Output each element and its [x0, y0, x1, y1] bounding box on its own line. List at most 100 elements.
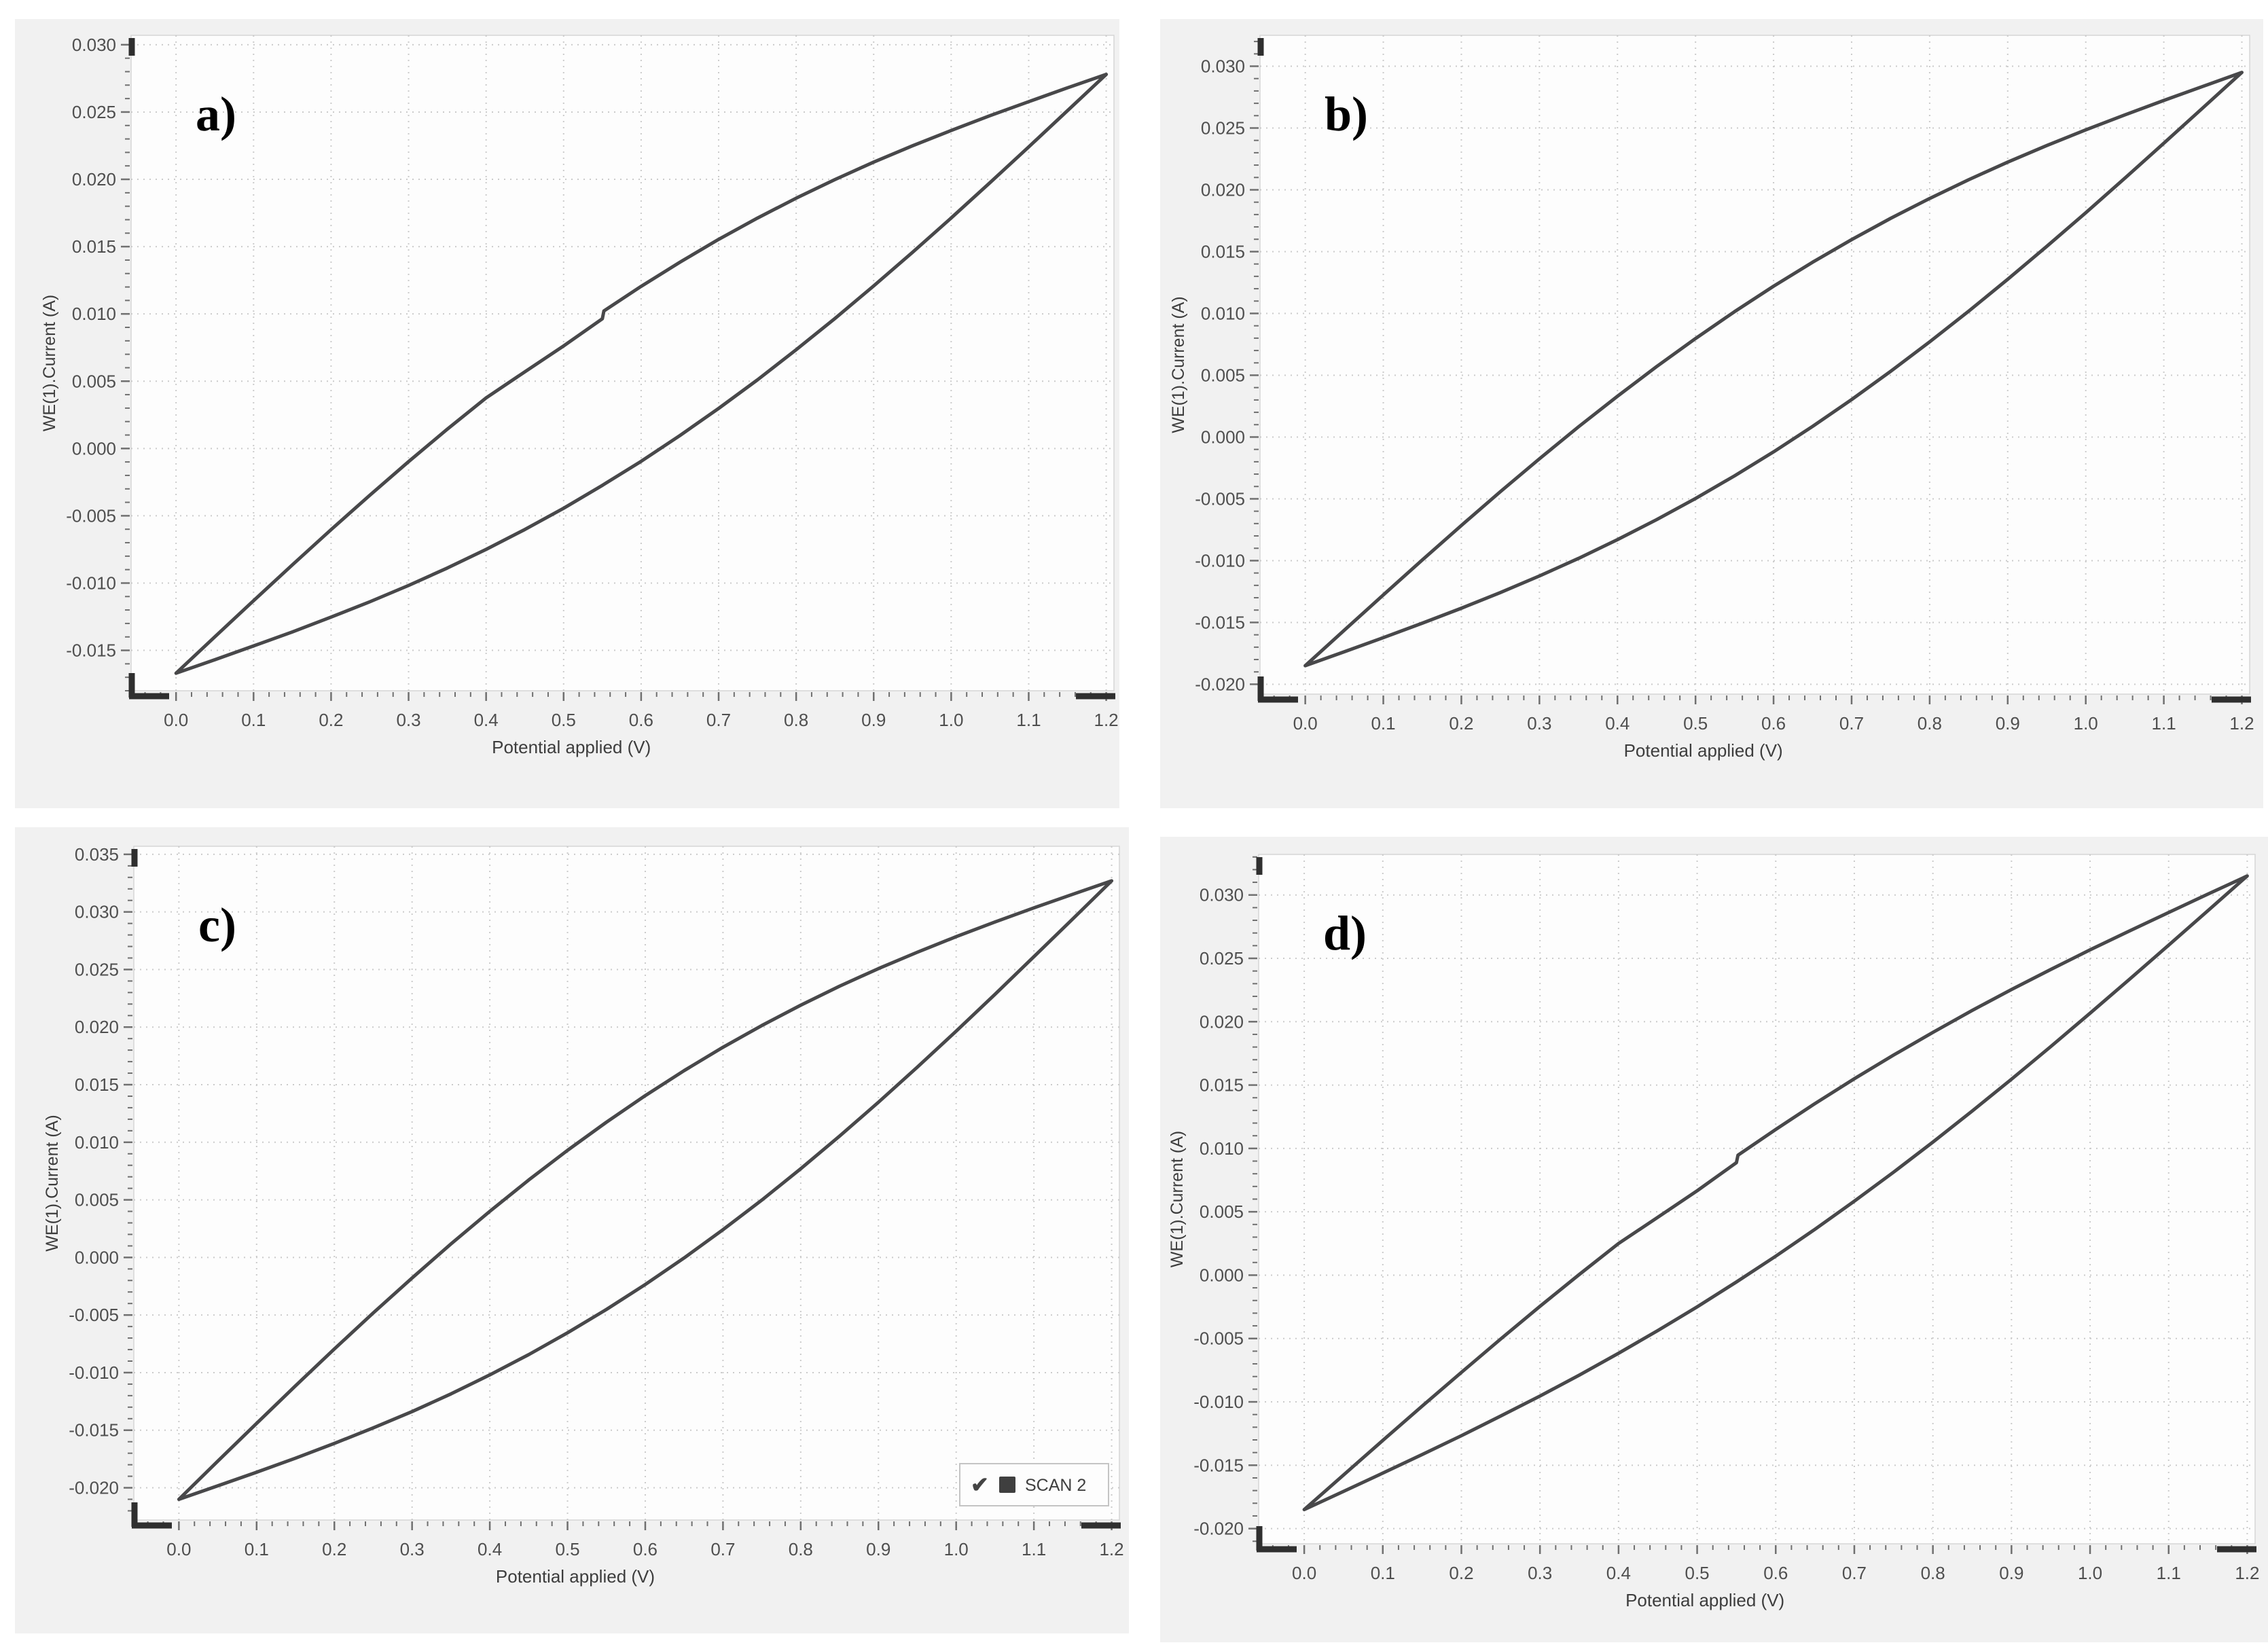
cv-curve — [174, 73, 1109, 675]
y-tick-label: 0.025 — [1200, 948, 1244, 969]
x-tick-label: 0.8 — [784, 710, 808, 730]
x-tick-label: 0.6 — [633, 1539, 658, 1559]
chart-svg-c: 0.035 0.030 0.025 0.020 0.015 0.010 0.005 0.000… — [43, 844, 1124, 1587]
x-axis-title: Potential applied (V) — [1625, 1590, 1784, 1610]
x-tick-label: 1.2 — [2235, 1563, 2259, 1583]
chart-panel-a: 0.030 0.025 0.020 0.015 0.010 0.005 0.000 -0.00… — [15, 19, 1119, 808]
y-tick-label: 0.000 — [1201, 427, 1245, 447]
x-tick-label: 0.1 — [245, 1539, 269, 1559]
plot-area — [1258, 854, 2256, 1544]
x-tick-label: 0.3 — [1528, 1563, 1552, 1583]
y-tick-label: 0.030 — [1201, 56, 1245, 76]
x-tick-label: 0.2 — [322, 1539, 346, 1559]
y-tick-label: -0.010 — [1193, 1392, 1244, 1412]
x-tick-label: 0.8 — [1918, 713, 1942, 734]
y-tick-label: 0.005 — [1200, 1201, 1244, 1222]
x-tick-label: 1.2 — [2229, 713, 2254, 734]
x-tick-label: 0.3 — [396, 710, 420, 730]
x-tick-label: 0.9 — [1996, 713, 2020, 734]
y-tick-label: 0.010 — [72, 304, 116, 324]
cv-curve — [1302, 874, 2249, 1512]
y-tick-label: 0.025 — [1201, 118, 1245, 138]
x-tick-label: 0.4 — [478, 1539, 502, 1559]
plot-area — [1259, 35, 2250, 695]
x-tick-label: 0.1 — [1371, 713, 1395, 734]
x-tick-label: 0.7 — [1839, 713, 1864, 734]
x-tick-label: 0.7 — [1842, 1563, 1867, 1583]
x-tick-label: 0.4 — [1605, 713, 1630, 734]
cv-curve — [1303, 71, 2244, 668]
x-tick-label: 0.6 — [629, 710, 653, 730]
x-tick-label: 0.8 — [1921, 1563, 1945, 1583]
x-tick-label: 0.5 — [1683, 713, 1708, 734]
y-tick-label: -0.005 — [69, 1305, 119, 1325]
checkmark-icon: ✔ — [971, 1472, 989, 1497]
y-tick-label: -0.005 — [66, 505, 116, 526]
x-tick-label: 0.0 — [1293, 713, 1318, 734]
y-tick-label: -0.010 — [66, 573, 116, 593]
y-tick-label: 0.000 — [1200, 1265, 1244, 1285]
y-tick-label: 0.015 — [72, 236, 116, 257]
x-tick-label: 0.7 — [710, 1539, 735, 1559]
x-tick-label: 0.6 — [1763, 1563, 1788, 1583]
y-tick-label: 0.005 — [75, 1190, 119, 1210]
x-tick-label: 0.4 — [474, 710, 499, 730]
x-tick-label: 0.3 — [1527, 713, 1551, 734]
y-tick-label: 0.000 — [72, 438, 116, 458]
panel-letter: a) — [196, 87, 236, 141]
y-tick-label: -0.005 — [1193, 1328, 1244, 1349]
y-axis-title: WE(1).Current (A) — [1169, 296, 1188, 433]
x-tick-label: 0.9 — [861, 710, 886, 730]
cv-curve — [177, 879, 1114, 1501]
y-tick-label: 0.030 — [1200, 885, 1244, 905]
chart-svg-d: 0.030 0.025 0.020 0.015 0.010 0.005 0.000 -0.00… — [1168, 854, 2260, 1610]
y-tick-label: 0.035 — [75, 844, 119, 865]
y-tick-label: -0.005 — [1195, 488, 1245, 509]
legend-box — [959, 1463, 1109, 1506]
y-tick-label: 0.030 — [72, 35, 116, 55]
y-axis-title: WE(1).Current (A) — [40, 295, 59, 431]
chart-svg-a: 0.030 0.025 0.020 0.015 0.010 0.005 0.000 -0.00… — [40, 35, 1119, 757]
x-tick-label: 0.8 — [789, 1539, 813, 1559]
x-tick-label: 0.0 — [166, 1539, 191, 1559]
chart-panel-c: 0.035 0.030 0.025 0.020 0.015 0.010 0.005 0.000… — [15, 827, 1129, 1633]
plot-area — [130, 35, 1115, 691]
x-axis-title: Potential applied (V) — [496, 1566, 655, 1587]
x-tick-label: 0.9 — [866, 1539, 890, 1559]
y-tick-label: 0.025 — [72, 102, 116, 122]
x-tick-label: 0.1 — [1371, 1563, 1395, 1583]
y-tick-label: -0.015 — [66, 640, 116, 661]
x-tick-label: 1.1 — [2157, 1563, 2181, 1583]
x-tick-label: 1.0 — [944, 1539, 969, 1559]
x-axis-title: Potential applied (V) — [492, 737, 651, 757]
chart-svg-b: 0.030 0.025 0.020 0.015 0.010 0.005 0.000 -0.00… — [1169, 35, 2254, 761]
legend-scan-checkbox[interactable]: ✔ SCAN 2 — [959, 1463, 1109, 1506]
panel-letter: b) — [1325, 87, 1368, 141]
y-tick-label: 0.015 — [1200, 1075, 1244, 1096]
x-tick-label: 1.2 — [1099, 1539, 1123, 1559]
x-tick-label: 0.0 — [1292, 1563, 1316, 1583]
y-axis-title: WE(1).Current (A) — [43, 1115, 62, 1251]
x-tick-label: 0.4 — [1606, 1563, 1631, 1583]
x-tick-label: 1.1 — [1022, 1539, 1046, 1559]
y-axis-title: WE(1).Current (A) — [1168, 1131, 1187, 1267]
y-tick-label: 0.005 — [1201, 365, 1245, 385]
y-tick-label: -0.015 — [1193, 1455, 1244, 1475]
x-tick-label: 0.0 — [164, 710, 188, 730]
x-tick-label: 1.0 — [2078, 1563, 2102, 1583]
chart-panel-d: 0.030 0.025 0.020 0.015 0.010 0.005 0.000 -0.00… — [1160, 837, 2268, 1642]
y-tick-label: 0.005 — [72, 371, 116, 391]
panel-letter: d) — [1323, 906, 1367, 960]
y-tick-label: 0.020 — [1200, 1011, 1244, 1032]
x-tick-label: 1.0 — [939, 710, 963, 730]
x-tick-label: 0.2 — [1449, 1563, 1473, 1583]
y-tick-label: 0.015 — [75, 1074, 119, 1095]
y-tick-label: -0.015 — [1195, 612, 1245, 632]
y-tick-label: -0.010 — [1195, 550, 1245, 571]
x-tick-label: 1.0 — [2074, 713, 2098, 734]
y-tick-label: -0.020 — [1195, 674, 1245, 694]
chart-panel-b: 0.030 0.025 0.020 0.015 0.010 0.005 0.000 -0.00… — [1160, 19, 2263, 808]
x-tick-label: 0.1 — [241, 710, 266, 730]
x-tick-label: 1.2 — [1094, 710, 1119, 730]
